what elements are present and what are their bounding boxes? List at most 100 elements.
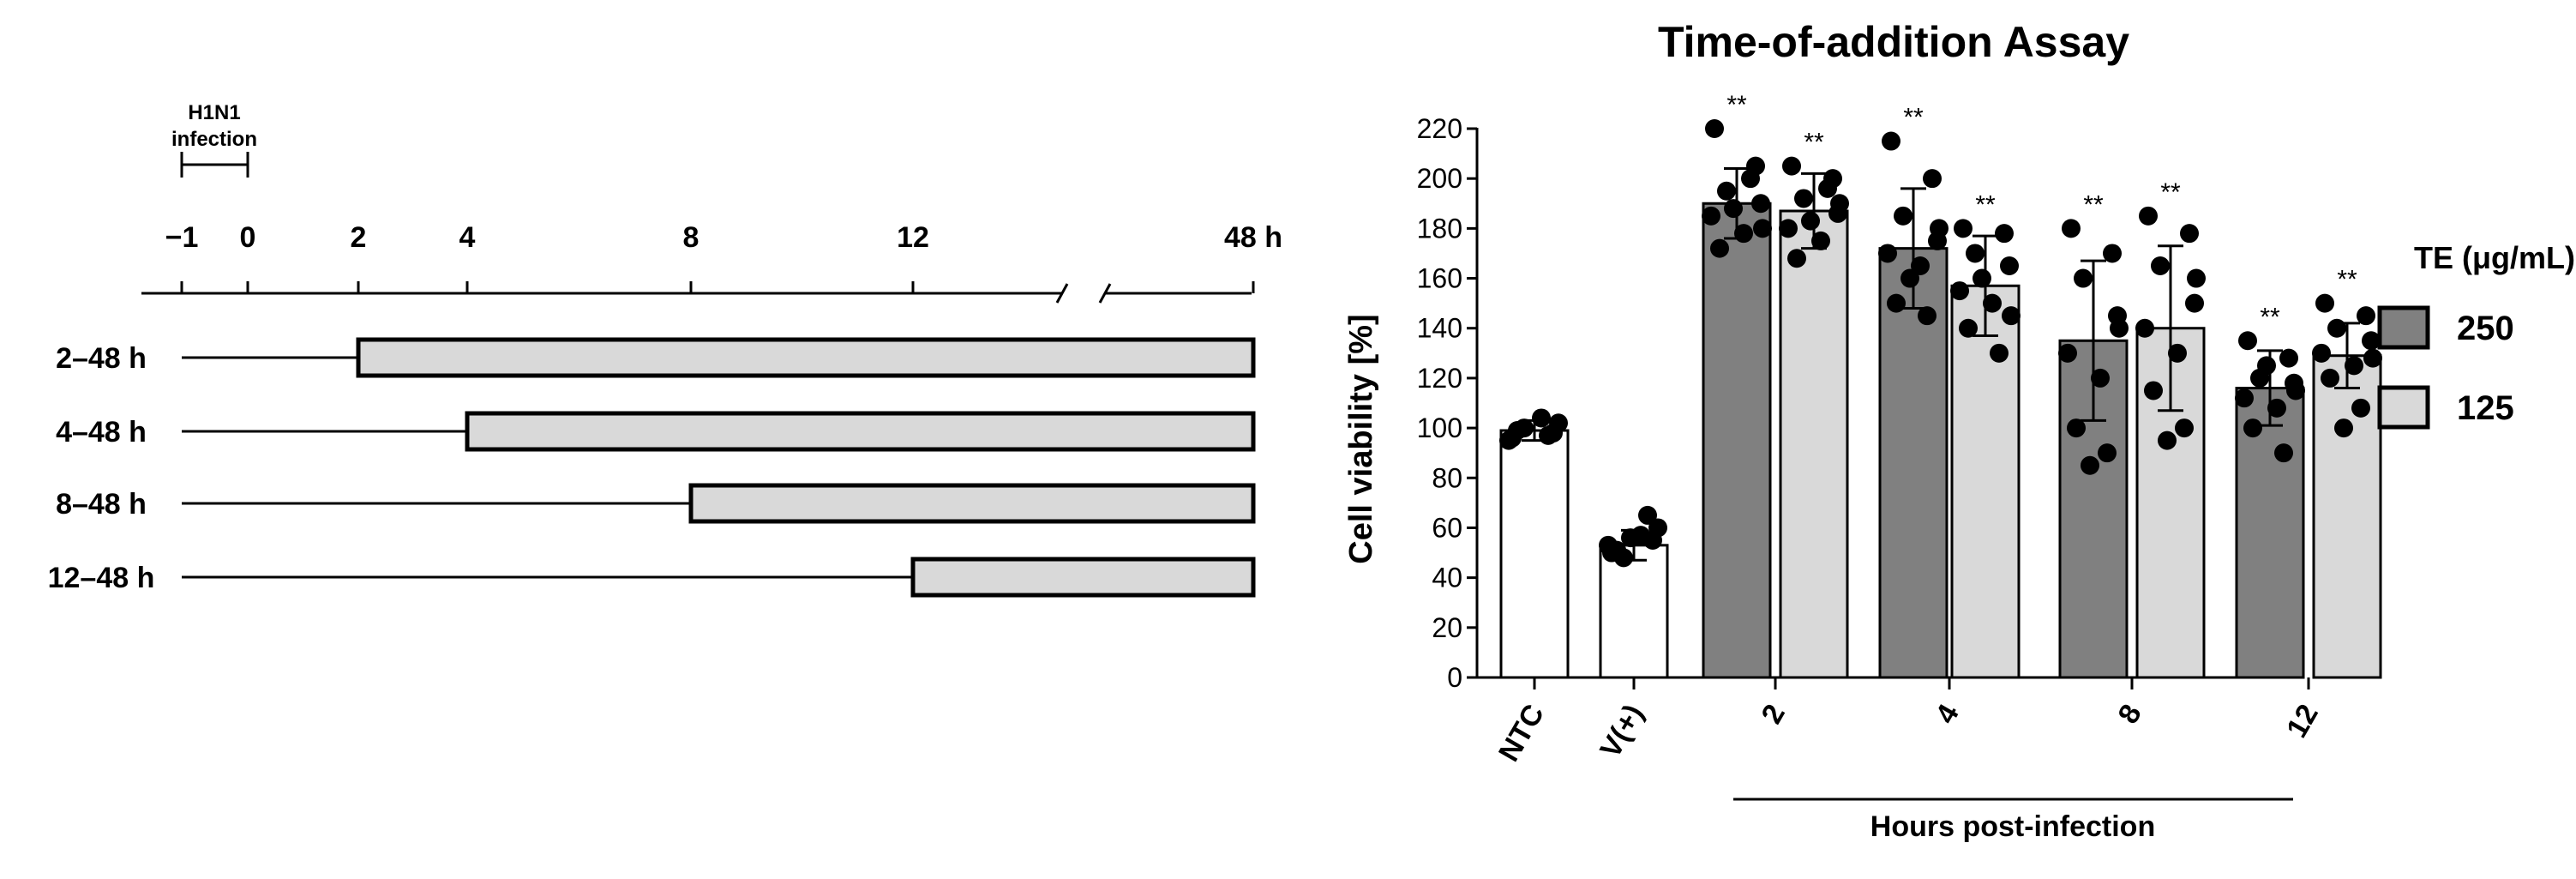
y-tick-label: 80 bbox=[1432, 462, 1462, 493]
data-point bbox=[1539, 425, 1558, 445]
data-point bbox=[2139, 206, 2158, 226]
legend-label-125: 125 bbox=[2457, 389, 2514, 427]
infection-marker: H1N1 infection bbox=[171, 101, 257, 178]
bar-group-4-250: ** bbox=[1878, 104, 1949, 679]
data-point bbox=[2091, 368, 2110, 388]
legend-label-250: 250 bbox=[2457, 310, 2514, 347]
data-point bbox=[2185, 293, 2204, 313]
y-axis-label: Cell viability [%] bbox=[1343, 314, 1379, 563]
y-tick-label: 120 bbox=[1417, 363, 1462, 394]
legend-swatch-125 bbox=[2377, 385, 2430, 430]
data-point bbox=[2158, 430, 2177, 450]
bar-group-2-125: ** bbox=[1779, 129, 1849, 679]
timeline-tick-label: 4 bbox=[459, 221, 476, 254]
data-point bbox=[1966, 244, 1985, 263]
bar-group-8-125: ** bbox=[2135, 178, 2206, 679]
data-point bbox=[2312, 343, 2331, 363]
data-point bbox=[1918, 306, 1937, 326]
bar bbox=[2235, 387, 2305, 679]
data-point bbox=[2351, 398, 2370, 418]
y-tick-label: 40 bbox=[1432, 563, 1462, 593]
data-point bbox=[1995, 224, 2014, 244]
data-point bbox=[2081, 455, 2099, 475]
bar-chart: Time-of-addition Assay 0 20 40 60 80 100 120 14… bbox=[1343, 18, 2575, 843]
data-point bbox=[1811, 231, 1830, 250]
data-point bbox=[2000, 256, 2019, 275]
data-point bbox=[2103, 244, 2122, 263]
y-tick-label: 100 bbox=[1417, 412, 1462, 443]
data-point bbox=[2168, 343, 2187, 363]
data-point bbox=[1887, 293, 1906, 313]
data-point bbox=[2235, 388, 2254, 408]
data-point bbox=[1990, 343, 2009, 363]
data-point bbox=[1607, 540, 1626, 560]
data-point bbox=[1830, 194, 1849, 214]
chart-title: Time-of-addition Assay bbox=[1658, 18, 2129, 66]
treatment-row: 2–48 h bbox=[56, 337, 1256, 378]
data-point bbox=[2110, 318, 2129, 338]
bar bbox=[2312, 354, 2382, 679]
data-point bbox=[1508, 421, 1527, 440]
data-point bbox=[1818, 178, 1837, 198]
data-point bbox=[2098, 443, 2117, 463]
infection-label-line1: H1N1 bbox=[188, 101, 240, 124]
data-point bbox=[2058, 343, 2077, 363]
data-point bbox=[2321, 368, 2339, 388]
significance-marker: ** bbox=[1804, 129, 1824, 157]
data-point bbox=[1894, 206, 1912, 226]
y-tick-label: 200 bbox=[1417, 163, 1462, 194]
x-axis-label: Hours post-infection bbox=[1870, 810, 2155, 843]
infection-label-line2: infection bbox=[171, 128, 257, 151]
data-point bbox=[2315, 293, 2334, 313]
data-point bbox=[1648, 518, 1667, 538]
data-point bbox=[1549, 413, 1568, 433]
treatment-period-bar bbox=[465, 411, 1256, 452]
significance-marker: ** bbox=[2160, 178, 2181, 207]
bar-group-V(+)-control bbox=[1599, 505, 1669, 679]
treatment-row: 12–48 h bbox=[48, 557, 1256, 598]
data-point bbox=[2327, 318, 2346, 338]
bar-group-4-125: ** bbox=[1950, 190, 2021, 679]
significance-marker: ** bbox=[2083, 190, 2104, 219]
timeline-tick-label: 8 bbox=[683, 221, 700, 254]
data-point bbox=[1724, 199, 1743, 219]
bar bbox=[1599, 544, 1669, 679]
data-point bbox=[2334, 418, 2353, 438]
x-tick-label: 12 bbox=[2280, 699, 2325, 744]
y-tick-label: 180 bbox=[1417, 213, 1462, 244]
data-point bbox=[1638, 505, 1657, 525]
data-point bbox=[1954, 219, 1973, 238]
data-point bbox=[1882, 131, 1900, 151]
bar-group-12-125: ** bbox=[2312, 266, 2382, 679]
data-point bbox=[2144, 381, 2163, 400]
data-point bbox=[1911, 256, 1930, 275]
treatment-period-bar bbox=[910, 557, 1256, 598]
bar bbox=[1950, 284, 2021, 679]
y-axis: 0 20 40 60 80 100 120 140 160 180 200 220 bbox=[1417, 113, 2296, 693]
data-point bbox=[2062, 219, 2081, 238]
y-tick-label: 220 bbox=[1417, 113, 1462, 144]
data-point bbox=[2180, 224, 2199, 244]
data-point bbox=[1702, 206, 1720, 226]
data-point bbox=[2274, 443, 2293, 463]
data-point bbox=[1950, 281, 1969, 301]
data-point bbox=[2243, 418, 2262, 438]
data-point bbox=[1734, 224, 1753, 244]
significance-marker: ** bbox=[1726, 91, 1747, 119]
legend-swatch-250 bbox=[2377, 305, 2430, 350]
bar-group-NTC-control bbox=[1499, 408, 1570, 679]
data-point bbox=[1983, 293, 2002, 313]
x-tick-label: 8 bbox=[2112, 699, 2148, 729]
data-point bbox=[2362, 331, 2381, 351]
treatment-row: 8–48 h bbox=[56, 483, 1256, 524]
data-point bbox=[1787, 249, 1806, 268]
y-tick-label: 60 bbox=[1432, 512, 1462, 543]
y-tick-label: 160 bbox=[1417, 263, 1462, 294]
bar bbox=[1779, 209, 1849, 679]
data-point bbox=[2187, 268, 2206, 288]
timeline-tick-label: 0 bbox=[240, 221, 256, 254]
bar-group-2-250: ** bbox=[1702, 91, 1772, 679]
data-point bbox=[2267, 398, 2286, 418]
y-tick-label: 140 bbox=[1417, 313, 1462, 344]
